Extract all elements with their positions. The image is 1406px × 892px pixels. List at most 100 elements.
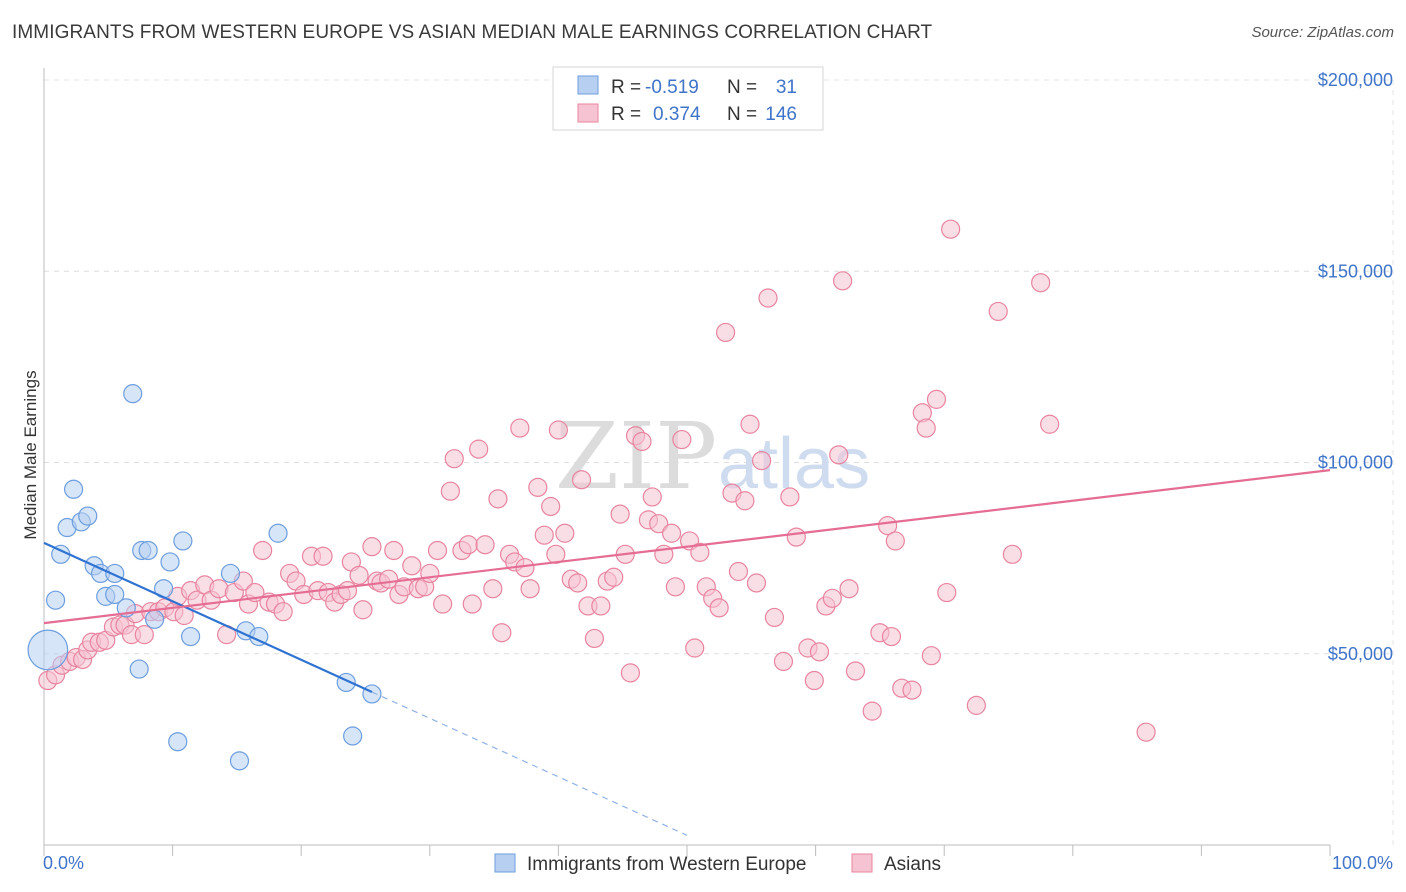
asians-point-141 [937,582,957,603]
series-western-europe [27,384,382,771]
asians-point-74 [510,418,530,438]
asians-point-113 [740,414,760,434]
asians-point-67 [469,439,489,459]
asians-point-87 [584,628,605,649]
asians-point-69 [483,579,503,599]
asians-point-90 [604,567,624,587]
western-europe-point-6 [78,506,98,526]
stats-legend: R = -0.519 N = 31 R = 0.374 N = 146 [552,66,824,131]
asians-point-105 [690,542,710,562]
asians-point-115 [751,450,772,471]
asians-point-127 [833,271,853,291]
asians-point-145 [1002,544,1022,564]
asians-point-85 [571,470,592,490]
asians-point-53 [384,540,404,561]
western-europe-point-24 [229,751,250,771]
asians-point-65 [458,535,478,555]
asians-point-133 [881,626,902,647]
x-tick-label-min: 0.0% [43,853,84,873]
asians-point-77 [528,477,548,497]
western-europe-point-13 [123,384,143,404]
asians-point-116 [758,288,778,308]
asians-point-138 [916,418,936,438]
asians-point-122 [804,670,824,691]
asians-point-63 [444,449,464,469]
asians-point-146 [1031,273,1051,293]
asians-point-88 [591,596,611,616]
watermark-zip: ZIP [555,403,717,510]
asians-point-108 [709,598,729,618]
legend-n-label-1: N = [727,77,757,98]
asians-point-102 [672,429,692,450]
asians-point-71 [492,623,512,643]
asians-point-120 [786,527,806,547]
legend-r-label-1: R = [611,77,641,98]
asians-point-62 [440,481,460,501]
western-europe-point-14 [129,659,149,679]
asians-point-15 [134,625,154,645]
asians-point-56 [402,556,422,576]
asians-point-142 [941,219,961,239]
series-legend: Immigrants from Western Europe Asians [494,853,941,875]
western-europe-point-23 [220,563,241,584]
asians-point-82 [555,523,575,543]
asians-point-126 [829,445,849,465]
legend-swatch-asians [577,103,599,123]
legend-swatch-western-europe [577,75,599,95]
western-europe-point-19 [160,552,180,572]
asians-point-114 [746,573,767,593]
western-europe-point-21 [173,531,193,551]
bottom-legend-swatch-western-europe [494,853,516,873]
asians-point-45 [337,581,358,601]
asians-point-143 [966,695,986,715]
source-label: Source: ZipAtlas.com [1251,24,1394,41]
asians-point-48 [353,600,373,620]
y-tick-labels: $50,000 $100,000 $150,000 $200,000 [1318,70,1393,664]
asians-point-76 [520,579,540,599]
asians-point-49 [362,537,382,557]
asians-point-70 [488,489,508,509]
asians-point-59 [420,563,440,584]
asians-point-132 [878,516,898,536]
western-europe-point-11 [105,584,125,605]
asians-point-100 [661,523,682,543]
bottom-legend-label-western-europe: Immigrants from Western Europe [527,854,806,875]
asians-point-147 [1040,414,1060,434]
gridlines [44,79,1394,845]
trend-line-western-europe-extension [371,691,688,836]
asians-point-95 [632,431,652,452]
western-europe-point-16 [138,540,158,561]
asians-point-118 [773,651,794,672]
asians-point-117 [764,607,785,628]
asians-point-41 [313,546,333,566]
chart-title: IMMIGRANTS FROM WESTERN EUROPE VS ASIAN … [12,22,933,43]
asians-point-47 [349,565,369,585]
asians-point-128 [839,579,859,599]
y-tick-label-0: $50,000 [1328,644,1393,664]
western-europe-point-27 [268,523,288,543]
asians-point-104 [685,638,705,658]
legend-n-value-2: 146 [765,104,797,125]
asians-point-136 [902,680,922,700]
asians-point-148 [1136,722,1156,742]
legend-r-label-2: R = [611,104,641,125]
asians-point-101 [665,577,686,597]
x-tick-label-max: 100.0% [1332,853,1393,873]
asians-point-32 [253,540,273,561]
asians-point-130 [862,701,882,721]
asians-point-84 [568,573,588,593]
western-europe-point-29 [343,726,363,746]
asians-point-81 [548,420,569,440]
western-europe-point-20 [168,732,188,752]
western-europe-point-1 [45,590,66,610]
asians-point-79 [541,496,561,517]
legend-r-value-2: 0.374 [653,104,701,125]
asians-point-98 [649,514,669,534]
asians-point-123 [809,642,830,662]
bottom-legend-label-asians: Asians [884,854,941,875]
trend-line-asians [43,469,1331,625]
western-europe-point-10 [105,563,125,584]
asians-point-109 [715,322,736,343]
western-europe-point-17 [144,609,165,629]
